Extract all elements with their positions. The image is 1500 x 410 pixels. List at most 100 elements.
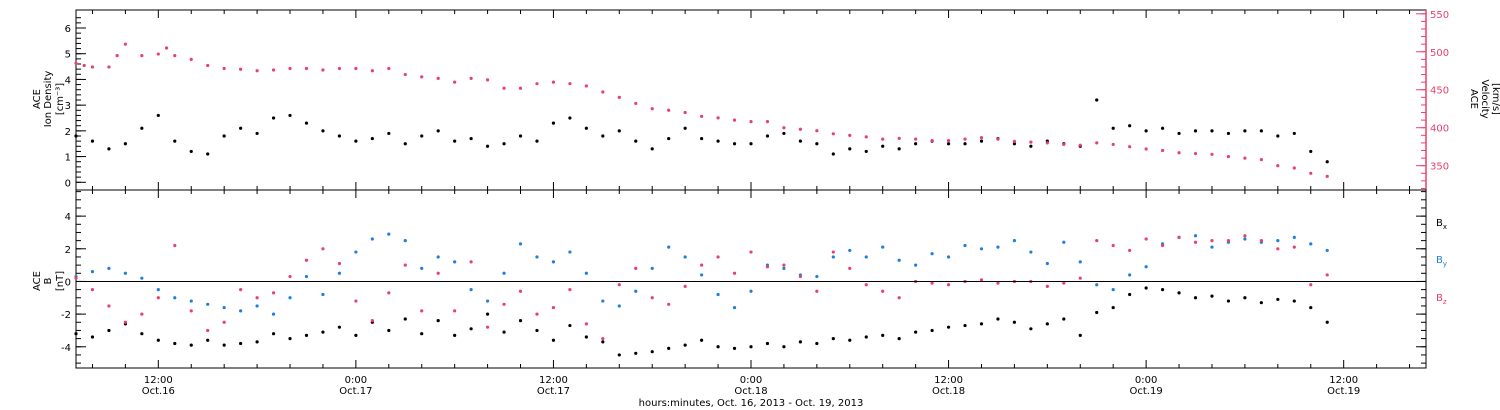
velocity-tick-label: 500 xyxy=(1430,48,1449,59)
b-axis-label-line1: ACE xyxy=(32,271,43,291)
bz-point xyxy=(650,296,654,300)
velocity-series xyxy=(74,42,1329,178)
legend-bx: Bx xyxy=(1436,218,1447,231)
density-point xyxy=(535,139,539,143)
by-point xyxy=(1276,239,1280,243)
x-tick-label-time: 0:00 xyxy=(1135,375,1157,386)
velocity-point xyxy=(1193,151,1198,156)
velocity-point xyxy=(403,72,407,77)
bx-point xyxy=(996,317,1000,321)
by-point xyxy=(848,248,852,253)
bx-point xyxy=(897,337,901,341)
velocity-point xyxy=(946,139,951,143)
density-point xyxy=(1012,142,1017,146)
bz-point xyxy=(765,265,770,269)
velocity-point xyxy=(288,66,292,71)
velocity-point xyxy=(518,86,523,90)
velocity-point xyxy=(1325,174,1329,178)
density-point xyxy=(551,121,556,125)
density-point xyxy=(74,134,78,138)
velocity-tick-label: 350 xyxy=(1430,162,1449,173)
velocity-point xyxy=(420,75,424,79)
bz-point xyxy=(107,304,111,308)
bx-point xyxy=(601,340,605,344)
by-point xyxy=(1029,250,1033,254)
bz-point xyxy=(90,288,95,292)
bx-point xyxy=(1128,292,1132,297)
bz-point xyxy=(485,325,490,329)
density-point xyxy=(1160,126,1165,130)
velocity-point xyxy=(164,46,169,50)
bz-point xyxy=(1292,245,1296,249)
density-point xyxy=(502,142,506,146)
velocity-point xyxy=(502,86,506,90)
bx-point xyxy=(173,341,177,346)
bz-point xyxy=(848,266,852,270)
bz-point xyxy=(337,261,342,266)
by-point xyxy=(255,304,259,308)
velocity-point xyxy=(239,67,243,71)
density-point xyxy=(1193,129,1198,133)
bx-point xyxy=(288,337,292,341)
by-point xyxy=(535,255,539,259)
density-axis-label-line1: ACE xyxy=(32,89,43,109)
by-point xyxy=(173,296,177,300)
bx-point xyxy=(716,345,720,349)
by-point xyxy=(864,255,868,259)
legend-bz-sub: z xyxy=(1443,298,1447,306)
bz-point xyxy=(634,266,638,270)
bz-point xyxy=(321,247,325,251)
velocity-point xyxy=(189,57,193,61)
velocity-tick-label: 400 xyxy=(1430,124,1449,135)
bz-point xyxy=(1045,284,1049,288)
bx-point xyxy=(436,319,440,323)
x-tick-label-date: Oct.18 xyxy=(932,386,965,397)
density-point xyxy=(831,152,835,156)
density-point xyxy=(1111,126,1115,130)
density-point xyxy=(584,126,588,130)
density-point xyxy=(897,147,901,151)
top-panel-frame xyxy=(75,9,1427,191)
by-point xyxy=(387,232,391,236)
velocity-point xyxy=(634,101,638,106)
bz-point xyxy=(123,320,127,324)
bx-point xyxy=(1292,299,1296,303)
bx-point xyxy=(239,341,243,346)
bx-point xyxy=(90,335,95,339)
by-point xyxy=(551,260,556,264)
bz-point xyxy=(732,271,737,275)
velocity-point xyxy=(82,63,86,68)
bx-point xyxy=(831,337,835,341)
bx-point xyxy=(1111,305,1115,310)
by-point xyxy=(502,271,506,275)
x-tick-label-time: 12:00 xyxy=(1329,375,1358,386)
velocity-point xyxy=(74,61,78,65)
velocity-point xyxy=(115,53,119,58)
bz-series xyxy=(74,234,1329,341)
bz-point xyxy=(1062,281,1066,285)
velocity-point xyxy=(914,137,918,141)
velocity-point xyxy=(436,76,440,80)
bx-point xyxy=(502,330,506,334)
density-point xyxy=(436,129,440,133)
density-point xyxy=(700,136,704,141)
velocity-point xyxy=(716,116,720,120)
velocity-point xyxy=(321,68,325,72)
density-point xyxy=(90,139,95,143)
by-point xyxy=(815,274,819,279)
bx-point xyxy=(584,335,588,339)
by-point xyxy=(1128,273,1132,277)
by-point xyxy=(420,266,424,270)
bz-point xyxy=(1078,276,1082,280)
velocity-point xyxy=(1144,147,1148,151)
by-point xyxy=(568,250,572,254)
by-point xyxy=(897,258,901,262)
velocity-point xyxy=(1226,154,1231,159)
bx-point xyxy=(387,328,391,333)
density-point xyxy=(979,139,984,143)
velocity-point xyxy=(831,132,835,136)
b-field-axis-ticks: -4 -2 0 2 4 xyxy=(61,191,1426,364)
bx-point xyxy=(304,333,309,337)
density-point xyxy=(765,134,770,138)
velocity-point xyxy=(173,53,177,58)
